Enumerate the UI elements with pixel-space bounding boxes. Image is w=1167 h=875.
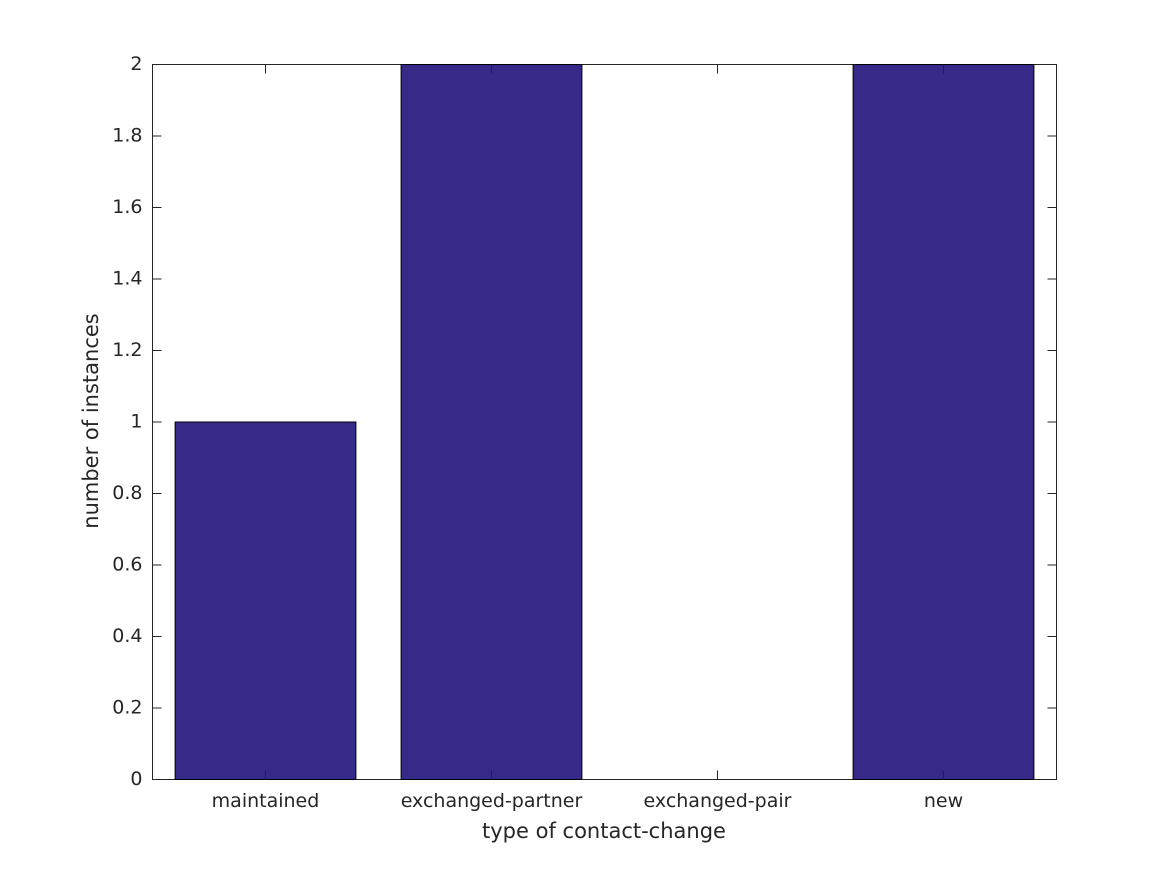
- y-tick-label: 1.2: [112, 339, 142, 361]
- bar: [174, 421, 357, 780]
- bar: [400, 64, 583, 780]
- y-tick-label: 1.8: [112, 125, 142, 147]
- x-tick-label: new: [924, 790, 963, 812]
- y-axis-label: number of instances: [79, 313, 103, 528]
- x-tick-label: exchanged-pair: [644, 790, 792, 812]
- x-axis-label: type of contact-change: [482, 819, 726, 843]
- x-tick-label: exchanged-partner: [401, 790, 583, 812]
- y-tick-label: 0.4: [112, 625, 142, 647]
- y-tick-label: 1.6: [112, 196, 142, 218]
- y-tick-label: 1: [130, 411, 142, 433]
- y-tick-label: 1.4: [112, 268, 142, 290]
- x-tick-label: maintained: [212, 790, 320, 812]
- y-tick-label: 0.8: [112, 482, 142, 504]
- y-tick-label: 0.2: [112, 697, 142, 719]
- bar: [852, 64, 1035, 780]
- y-tick-label: 2: [130, 53, 142, 75]
- y-tick-label: 0: [130, 768, 142, 790]
- y-tick-label: 0.6: [112, 554, 142, 576]
